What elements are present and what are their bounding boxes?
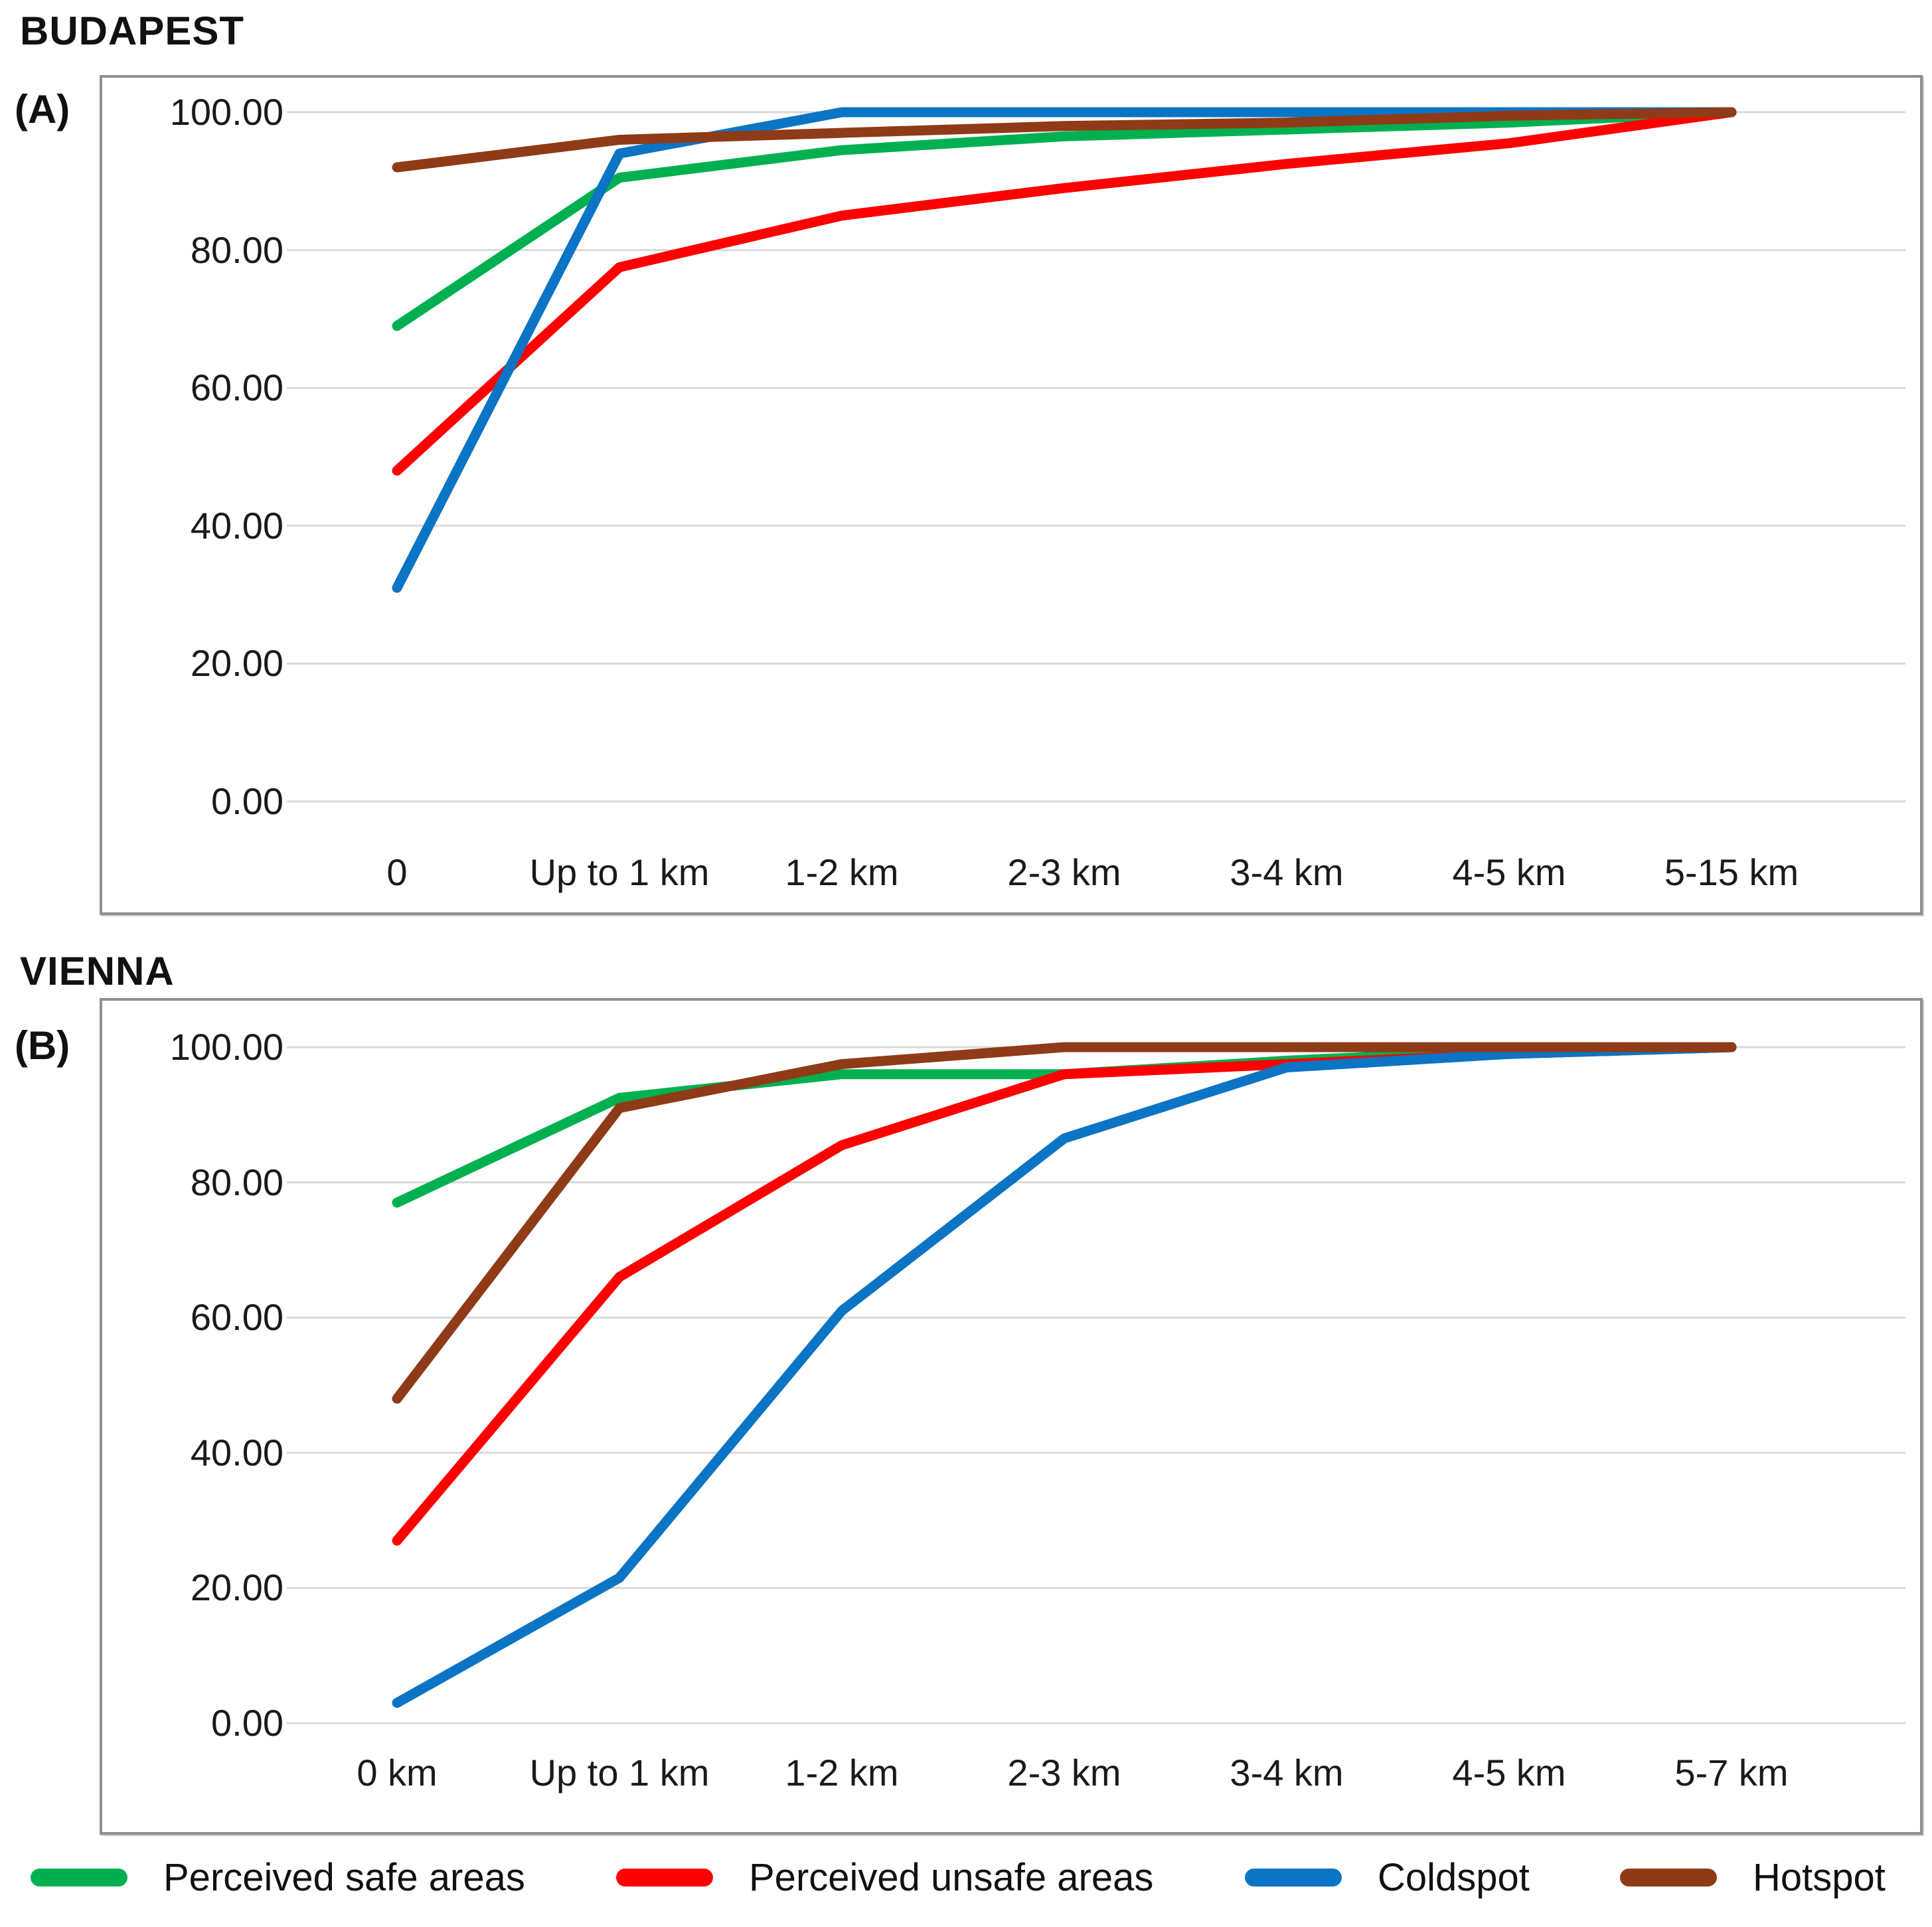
chart-a-title: BUDAPEST bbox=[20, 9, 245, 53]
chart-a-plot bbox=[287, 107, 1905, 803]
chart-b-panel-label: (B) bbox=[15, 1023, 70, 1068]
y-tick-label: 100.00 bbox=[169, 1026, 283, 1068]
x-category-label: Up to 1 km bbox=[529, 851, 710, 893]
chart-a-panel-label: (A) bbox=[15, 87, 70, 131]
series-line-perceived-unsafe-areas bbox=[392, 107, 1737, 476]
x-category-label: 5-7 km bbox=[1674, 1752, 1789, 1794]
y-tick-label: 60.00 bbox=[190, 1296, 283, 1339]
y-tick-label: 60.00 bbox=[190, 367, 283, 409]
x-category-label: 3-4 km bbox=[1230, 1752, 1344, 1794]
chart-b-title: VIENNA bbox=[20, 949, 175, 993]
y-tick-label: 40.00 bbox=[190, 504, 283, 546]
legend-label: Perceived unsafe areas bbox=[749, 1855, 1154, 1899]
y-tick-label: 20.00 bbox=[190, 642, 283, 685]
x-category-label: 1-2 km bbox=[785, 1752, 899, 1794]
legend-label: Coldspot bbox=[1378, 1855, 1530, 1899]
x-category-label: 0 km bbox=[357, 1752, 438, 1794]
legend-item-perceived-unsafe-areas: Perceived unsafe areas bbox=[616, 1841, 1153, 1914]
series-line-perceived-unsafe-areas bbox=[392, 1042, 1737, 1546]
x-category-label: 5-15 km bbox=[1664, 851, 1799, 893]
x-category-label: 1-2 km bbox=[785, 851, 899, 893]
x-category-label: 2-3 km bbox=[1007, 851, 1121, 893]
y-tick-label: 80.00 bbox=[190, 1161, 283, 1203]
legend-swatch-perceived-unsafe-areas bbox=[616, 1868, 713, 1886]
legend-swatch-coldspot bbox=[1245, 1868, 1342, 1886]
y-tick-label: 0.00 bbox=[211, 1702, 283, 1744]
legend-item-perceived-safe-areas: Perceived safe areas bbox=[31, 1841, 525, 1914]
y-tick-label: 20.00 bbox=[190, 1566, 283, 1609]
x-category-label: Up to 1 km bbox=[529, 1752, 710, 1794]
chart-a-frame: 100.00 80.00 60.00 40.00 20.00 0.00 0 Up to 1 k… bbox=[100, 75, 1923, 915]
legend-swatch-hotspot bbox=[1620, 1868, 1717, 1886]
series-line-hotspot bbox=[392, 1042, 1737, 1404]
legend-label: Perceived safe areas bbox=[163, 1855, 525, 1899]
y-tick-label: 0.00 bbox=[211, 780, 283, 822]
y-tick-label: 40.00 bbox=[190, 1431, 283, 1473]
x-category-label: 2-3 km bbox=[1007, 1752, 1121, 1794]
series-line-hotspot bbox=[392, 107, 1737, 173]
legend-item-hotspot: Hotspot bbox=[1620, 1841, 1886, 1914]
x-category-label: 4-5 km bbox=[1452, 1752, 1566, 1794]
chart-b-plot bbox=[287, 1042, 1905, 1724]
legend-item-coldspot: Coldspot bbox=[1245, 1841, 1530, 1914]
series-line-perceived-safe-areas bbox=[392, 107, 1737, 331]
y-tick-label: 100.00 bbox=[169, 91, 283, 133]
y-tick-label: 80.00 bbox=[190, 228, 283, 271]
legend-label: Hotspot bbox=[1753, 1855, 1886, 1899]
legend: Perceived safe areas Perceived unsafe ar… bbox=[0, 1841, 1932, 1920]
chart-b-frame: 100.00 80.00 60.00 40.00 20.00 0.00 0 km Up to … bbox=[100, 998, 1923, 1835]
legend-swatch-perceived-safe-areas bbox=[31, 1868, 127, 1886]
series-line-coldspot bbox=[392, 1042, 1737, 1708]
x-category-label: 0 bbox=[386, 851, 408, 893]
x-category-label: 4-5 km bbox=[1452, 851, 1566, 893]
x-category-label: 3-4 km bbox=[1230, 851, 1344, 893]
